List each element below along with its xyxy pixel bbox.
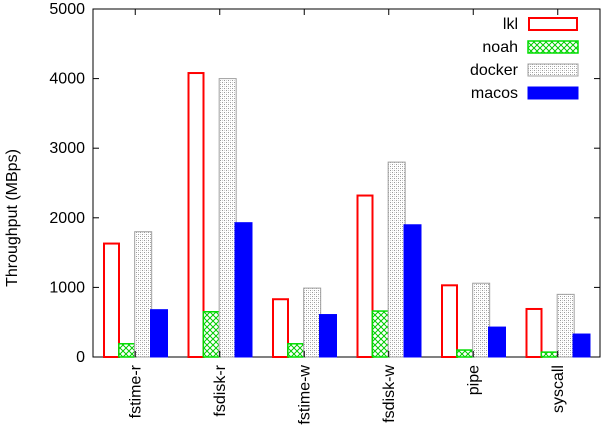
bar-docker-syscall bbox=[556, 293, 575, 358]
bar-lkl-syscall bbox=[525, 307, 543, 359]
bar-macos-syscall bbox=[572, 333, 591, 358]
plot-frame bbox=[92, 8, 601, 358]
y-axis-label: Throughput (MBps) bbox=[4, 149, 21, 287]
legend-swatch-noah bbox=[527, 40, 579, 54]
y-tick-label: 3000 bbox=[49, 140, 85, 157]
bar-noah-fstime-r bbox=[118, 343, 137, 358]
legend-swatch-lkl bbox=[528, 17, 578, 31]
x-tick-label: pipe bbox=[465, 365, 482, 395]
bar-lkl-pipe bbox=[441, 284, 458, 359]
y-tick-label: 4000 bbox=[49, 71, 85, 88]
bar-noah-fsdisk-w bbox=[371, 310, 391, 358]
legend-label-noah: noah bbox=[482, 39, 518, 56]
legend-label-lkl: lkl bbox=[503, 16, 518, 33]
x-tick-label: fsdisk-w bbox=[381, 365, 398, 423]
bar-macos-fstime-w bbox=[319, 314, 337, 358]
bar-macos-fsdisk-w bbox=[403, 224, 422, 358]
x-tick-label: syscall bbox=[550, 365, 567, 413]
bar-macos-fstime-r bbox=[150, 309, 168, 358]
bar-lkl-fstime-r bbox=[103, 242, 120, 358]
bar-docker-fstime-r bbox=[134, 231, 153, 358]
bar-docker-pipe bbox=[472, 282, 491, 358]
legend-swatch-macos bbox=[527, 86, 579, 100]
bar-noah-pipe bbox=[456, 349, 475, 358]
bar-macos-pipe bbox=[488, 326, 506, 358]
x-tick-label: fsdisk-r bbox=[212, 364, 229, 416]
x-tick-label: fstime-r bbox=[127, 364, 144, 418]
bar-noah-syscall bbox=[540, 351, 560, 358]
legend-swatch-docker bbox=[527, 63, 579, 77]
y-tick-label: 5000 bbox=[49, 1, 85, 18]
bar-lkl-fsdisk-r bbox=[187, 72, 205, 358]
legend-label-docker: docker bbox=[470, 62, 519, 79]
y-tick-label: 2000 bbox=[49, 210, 85, 227]
bar-lkl-fstime-w bbox=[272, 298, 289, 358]
bar-lkl-fsdisk-w bbox=[356, 194, 374, 358]
bar-docker-fsdisk-r bbox=[218, 78, 237, 358]
bar-noah-fstime-w bbox=[287, 343, 306, 358]
bar-docker-fsdisk-w bbox=[387, 161, 406, 358]
legend-label-macos: macos bbox=[471, 85, 518, 102]
bar-docker-fstime-w bbox=[303, 287, 322, 358]
x-tick-label: fstime-w bbox=[296, 365, 313, 425]
bar-noah-fsdisk-r bbox=[202, 311, 222, 358]
y-tick-label: 0 bbox=[76, 349, 85, 366]
y-tick-label: 1000 bbox=[49, 279, 85, 296]
bar-macos-fsdisk-r bbox=[234, 222, 253, 358]
